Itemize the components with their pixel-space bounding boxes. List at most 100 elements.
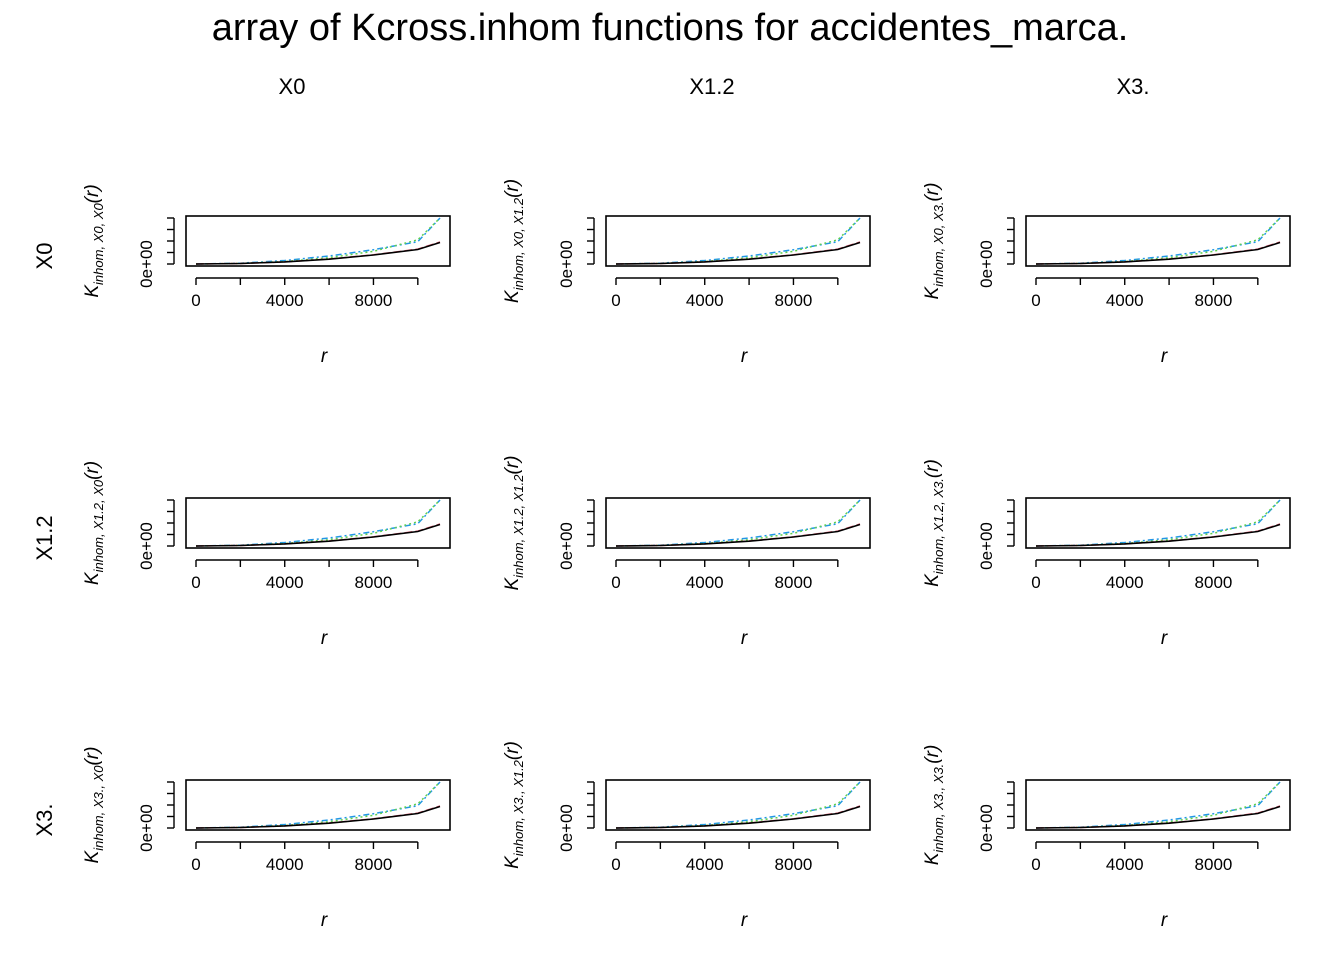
- series-theo-line: [195, 217, 441, 265]
- x-axis-label: r: [321, 346, 328, 367]
- panel-1-2: 0 4000 8000 0e+00 r Kinhom, X0, X1.2(r): [502, 179, 871, 367]
- y-label-argument: (r): [502, 179, 523, 198]
- x-axis-label: r: [321, 628, 328, 649]
- panel-2-3: 0 4000 8000 0e+00 r Kinhom, X1.2, X3.(r): [922, 459, 1291, 649]
- plot-frame: [1025, 215, 1291, 267]
- y-label-argument: (r): [82, 461, 103, 480]
- y-label-subscript: inhom, X3., X3.: [931, 764, 946, 853]
- x-tick-label: 8000: [775, 855, 813, 874]
- column-header-2: X1.2: [689, 74, 734, 99]
- y-label-symbol: K: [82, 571, 103, 585]
- y-label-argument: (r): [502, 455, 523, 474]
- y-label-symbol: K: [922, 851, 943, 865]
- x-tick-label: 4000: [1106, 291, 1144, 310]
- y-label-subscript: inhom, X3., X0: [91, 765, 106, 851]
- x-axis-label: r: [321, 910, 328, 931]
- x-tick-label: 0: [1031, 855, 1040, 874]
- figure-title: array of Kcross.inhom functions for acci…: [212, 7, 1129, 49]
- y-axis-label: Kinhom, X1.2, X1.2(r): [502, 455, 526, 590]
- plot-frame: [185, 215, 451, 267]
- x-tick-label: 0: [1031, 573, 1040, 592]
- series-iso-line: [615, 523, 861, 547]
- y-label-symbol: K: [922, 573, 943, 587]
- series-trans-line: [1035, 523, 1281, 547]
- y-label-argument: (r): [922, 745, 943, 764]
- panel-2-1: 0 4000 8000 0e+00 r Kinhom, X1.2, X0(r): [82, 461, 451, 649]
- y-label-argument: (r): [502, 741, 523, 760]
- y-tick-label: 0e+00: [977, 240, 996, 288]
- series-theo-line: [615, 781, 861, 829]
- x-tick-label: 4000: [686, 291, 724, 310]
- series-iso-line: [195, 805, 441, 829]
- x-tick-label: 0: [191, 573, 200, 592]
- series-trans-line: [1035, 805, 1281, 829]
- y-tick-label: 0e+00: [557, 804, 576, 852]
- x-tick-label: 4000: [686, 573, 724, 592]
- series-trans-line: [195, 241, 441, 265]
- plot-frame: [605, 215, 871, 267]
- plot-frame: [605, 779, 871, 831]
- series-theo-line: [195, 499, 441, 547]
- series-iso-line: [615, 805, 861, 829]
- column-header-3: X3.: [1116, 74, 1149, 99]
- x-tick-label: 4000: [266, 855, 304, 874]
- x-tick-label: 8000: [1195, 855, 1233, 874]
- y-label-argument: (r): [82, 184, 103, 203]
- x-tick-label: 0: [611, 573, 620, 592]
- y-axis-label: Kinhom, X0, X3.(r): [922, 183, 946, 300]
- x-tick-label: 4000: [266, 573, 304, 592]
- x-tick-label: 4000: [1106, 573, 1144, 592]
- series-iso-line: [1035, 241, 1281, 265]
- x-tick-label: 0: [611, 855, 620, 874]
- y-axis-label: Kinhom, X0, X1.2(r): [502, 179, 526, 303]
- y-axis-label: Kinhom, X3., X1.2(r): [502, 741, 526, 869]
- y-axis-label: Kinhom, X1.2, X0(r): [82, 461, 106, 585]
- plot-frame: [1025, 497, 1291, 549]
- panel-3-1: 0 4000 8000 0e+00 r Kinhom, X3., X0(r): [82, 747, 451, 931]
- plot-frame: [185, 497, 451, 549]
- series-iso-line: [1035, 805, 1281, 829]
- series-iso-line: [615, 241, 861, 265]
- x-tick-label: 0: [611, 291, 620, 310]
- x-tick-label: 8000: [1195, 291, 1233, 310]
- series-trans-line: [1035, 241, 1281, 265]
- series-iso-line: [195, 523, 441, 547]
- y-label-subscript: inhom, X1.2, X1.2: [511, 474, 526, 578]
- y-label-subscript: inhom, X0, X1.2: [511, 197, 526, 290]
- x-axis-label: r: [1161, 346, 1168, 367]
- y-label-argument: (r): [922, 183, 943, 202]
- series-theo-line: [615, 499, 861, 547]
- y-tick-label: 0e+00: [137, 804, 156, 852]
- x-tick-label: 0: [191, 291, 200, 310]
- x-tick-label: 8000: [775, 573, 813, 592]
- y-label-argument: (r): [82, 747, 103, 766]
- x-tick-label: 8000: [355, 573, 393, 592]
- y-label-symbol: K: [502, 289, 523, 303]
- x-tick-label: 0: [191, 855, 200, 874]
- y-tick-label: 0e+00: [977, 804, 996, 852]
- x-axis-label: r: [741, 910, 748, 931]
- x-tick-label: 8000: [355, 291, 393, 310]
- x-axis-label: r: [741, 346, 748, 367]
- x-tick-label: 4000: [686, 855, 724, 874]
- panel-1-1: 0 4000 8000 0e+00 r Kinhom, X0, X0(r): [82, 184, 451, 367]
- row-header-3: X3.: [32, 803, 57, 836]
- series-trans-line: [615, 523, 861, 547]
- series-theo-line: [615, 217, 861, 265]
- y-tick-label: 0e+00: [557, 240, 576, 288]
- series-trans-line: [195, 805, 441, 829]
- plot-frame: [185, 779, 451, 831]
- x-tick-label: 4000: [266, 291, 304, 310]
- plot-frame: [605, 497, 871, 549]
- panel-1-3: 0 4000 8000 0e+00 r Kinhom, X0, X3.(r): [922, 183, 1291, 367]
- x-tick-label: 8000: [775, 291, 813, 310]
- y-tick-label: 0e+00: [137, 240, 156, 288]
- panel-3-2: 0 4000 8000 0e+00 r Kinhom, X3., X1.2(r): [502, 741, 871, 931]
- y-label-symbol: K: [922, 285, 943, 299]
- series-theo-line: [195, 781, 441, 829]
- panel-3-3: 0 4000 8000 0e+00 r Kinhom, X3., X3.(r): [922, 745, 1291, 931]
- y-axis-label: Kinhom, X1.2, X3.(r): [922, 459, 946, 587]
- row-header-2: X1.2: [32, 515, 57, 560]
- y-label-symbol: K: [502, 577, 523, 591]
- column-header-1: X0: [279, 74, 306, 99]
